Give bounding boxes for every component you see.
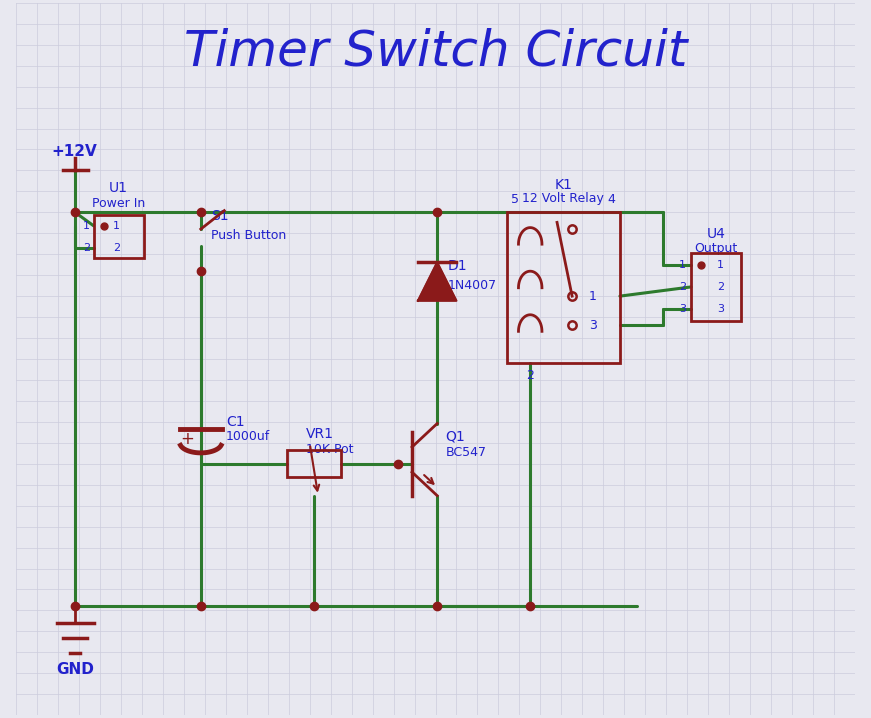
Text: 1: 1 [589, 289, 597, 303]
Text: 1: 1 [83, 220, 91, 230]
Text: GND: GND [56, 661, 94, 676]
Text: U1: U1 [109, 181, 128, 195]
Bar [507, 213, 620, 363]
Bar [692, 253, 741, 321]
Text: 3: 3 [679, 304, 686, 314]
Text: 2: 2 [679, 282, 686, 292]
Text: 4: 4 [608, 193, 616, 207]
Text: 2: 2 [717, 282, 724, 292]
Text: 1: 1 [717, 260, 724, 270]
Text: 3: 3 [717, 304, 724, 314]
Text: +12V: +12V [51, 144, 98, 159]
Text: 2: 2 [83, 243, 91, 253]
Text: 1N4007: 1N4007 [447, 279, 496, 292]
Text: Timer Switch Circuit: Timer Switch Circuit [184, 28, 687, 76]
Text: U4: U4 [707, 227, 726, 241]
Text: 1: 1 [113, 220, 120, 230]
Text: +: + [180, 429, 194, 447]
Text: 3: 3 [589, 319, 597, 332]
Text: BC547: BC547 [446, 447, 487, 460]
Text: 12 Volt Relay: 12 Volt Relay [523, 192, 604, 205]
Text: 2: 2 [526, 369, 534, 382]
Bar [287, 450, 341, 477]
Text: 2: 2 [113, 243, 120, 253]
Text: 1: 1 [679, 260, 686, 270]
Text: K1: K1 [554, 177, 572, 192]
Text: 1000uf: 1000uf [226, 431, 270, 444]
Text: Power In: Power In [92, 197, 145, 210]
Text: VR1: VR1 [306, 427, 334, 442]
Text: C1: C1 [226, 415, 245, 429]
Text: Output: Output [695, 242, 738, 255]
Text: 5: 5 [511, 193, 519, 207]
Bar [93, 215, 144, 258]
Text: D1: D1 [447, 259, 467, 274]
Text: Push Button: Push Button [211, 229, 286, 242]
Text: S1: S1 [211, 209, 228, 223]
Text: 10K Pot: 10K Pot [306, 443, 353, 456]
Text: Q1: Q1 [446, 430, 465, 444]
Polygon shape [418, 262, 456, 301]
